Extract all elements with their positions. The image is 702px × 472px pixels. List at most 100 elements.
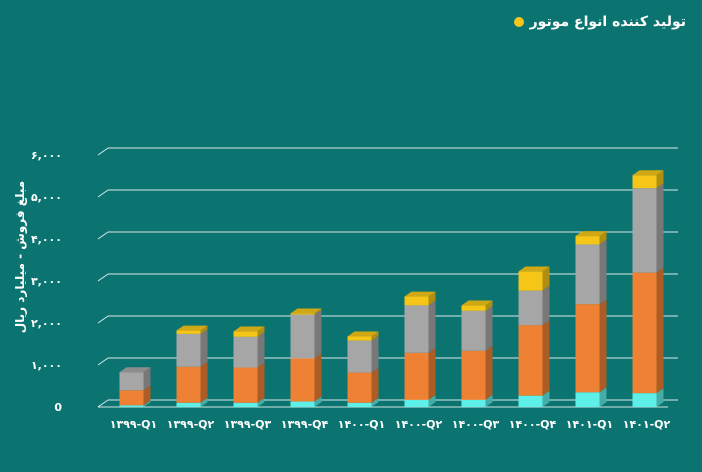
bar-segment-series-2 (461, 350, 486, 400)
bar-segment-side (371, 397, 379, 407)
bar-segment-side (200, 397, 208, 407)
y-tick-label: ۳,۰۰۰ (31, 275, 62, 288)
bar-segment-series-3 (290, 314, 315, 359)
bar-segment-series-3 (176, 333, 201, 367)
gridline-diagonal (97, 147, 109, 156)
x-tick-label: ۱۴۰۱-Q۱ (566, 418, 614, 431)
bar-segment-series-3 (518, 290, 543, 326)
bar-segment-side (143, 367, 151, 391)
bar-segment-side (485, 394, 493, 407)
bar-segment-series-4 (632, 175, 657, 189)
bar-segment-side (656, 267, 664, 394)
bar-segment-series-1 (404, 399, 429, 407)
bar-segment-series-4 (347, 336, 372, 341)
bar-segment-side (599, 387, 607, 407)
bar-segment-side (314, 353, 322, 402)
gridline-diagonal (97, 273, 109, 282)
bar-segment-series-3 (233, 336, 258, 368)
x-tick-label: ۱۳۹۹-Q۳ (224, 418, 272, 431)
bar-segment-series-1 (632, 393, 657, 407)
bar-segment-series-4 (233, 331, 258, 337)
bar-segment-series-3 (404, 305, 429, 353)
bar-segment-side (428, 291, 436, 306)
x-tick-label: ۱۴۰۰-Q۲ (395, 418, 443, 431)
bar-segment-side (257, 326, 265, 337)
bar-segment-side (257, 331, 265, 368)
bar-segment-series-2 (176, 366, 201, 403)
bar-segment-side (542, 285, 550, 326)
bar-segment-series-3 (461, 310, 486, 351)
bar-top-face (347, 331, 379, 337)
x-tick-label: ۱۳۹۹-Q۲ (167, 418, 215, 431)
bar-top-face (233, 326, 265, 332)
bar-segment-side (485, 305, 493, 351)
bar-segment-side (257, 362, 265, 403)
bar-segment-side (599, 239, 607, 305)
bar-segment-series-1 (575, 392, 600, 407)
bar-segment-series-3 (575, 244, 600, 305)
bar-segment-side (371, 331, 379, 341)
bar-segment-side (542, 320, 550, 396)
bar-segment-side (656, 183, 664, 273)
bar-segment-series-2 (290, 358, 315, 402)
bar-segment-side (599, 299, 607, 393)
x-tick-label: ۱۴۰۰-Q۱ (338, 418, 386, 431)
bar-segment-side (485, 345, 493, 400)
chart-title-area: تولید کننده انواع موتور (513, 14, 686, 30)
bar-top-face (404, 291, 436, 297)
bar-segment-side (428, 394, 436, 407)
bar-segment-series-2 (233, 367, 258, 403)
bar-segment-series-2 (347, 372, 372, 403)
bar-top-face (290, 308, 322, 314)
bar-segment-series-1 (347, 402, 372, 407)
gridline-diagonal (97, 399, 109, 408)
y-tick-label: ۵,۰۰۰ (31, 191, 62, 204)
bar-segment-series-2 (575, 304, 600, 393)
bar-segment-side (371, 335, 379, 373)
bar-segment-series-1 (119, 405, 144, 407)
bar-segment-side (143, 385, 151, 406)
bar-segment-series-1 (290, 401, 315, 407)
bar-segment-side (314, 396, 322, 407)
bar-top-face (176, 325, 208, 331)
x-tick-label: ۱۴۰۰-Q۳ (452, 418, 500, 431)
bar-segment-series-4 (290, 313, 315, 315)
bar-segment-side (542, 390, 550, 407)
bar-segment-side (200, 325, 208, 334)
bar-segment-series-3 (119, 372, 144, 391)
bar-segment-side (200, 329, 208, 367)
chart-title: تولید کننده انواع موتور (529, 14, 686, 30)
bar-segment-series-1 (233, 402, 258, 407)
x-tick-label: ۱۳۹۹-Q۴ (281, 418, 329, 431)
bar-segment-series-4 (461, 305, 486, 311)
bar-segment-side (542, 266, 550, 291)
y-tick-label: ۲,۰۰۰ (31, 317, 62, 330)
bar-segment-series-3 (347, 340, 372, 373)
bar-segment-side (314, 308, 322, 315)
bar-segment-side (371, 367, 379, 403)
bar-segment-series-4 (575, 236, 600, 245)
y-tick-label: 0 (54, 401, 62, 414)
bar-top-face (119, 367, 151, 373)
bar-top-face (632, 170, 664, 176)
bar-segment-side (314, 309, 322, 359)
bar-segment-side (200, 361, 208, 403)
y-tick-label: ۶,۰۰۰ (31, 149, 62, 162)
x-tick-label: ۱۴۰۱-Q۲ (623, 418, 671, 431)
bar-segment-series-2 (404, 352, 429, 400)
bar-segment-series-1 (176, 402, 201, 407)
gridline-diagonal (97, 357, 109, 366)
gridline-diagonal (97, 315, 109, 324)
bar-top-face (518, 266, 550, 272)
bar-segment-side (485, 300, 493, 311)
x-tick-label: ۱۳۹۹-Q۱ (110, 418, 158, 431)
bar-segment-series-1 (518, 395, 543, 407)
gridline-diagonal (97, 231, 109, 240)
x-tick-label: ۱۴۰۰-Q۴ (509, 418, 557, 431)
bar-segment-series-1 (461, 399, 486, 407)
bar-segment-series-4 (176, 330, 201, 334)
bar-top-face (461, 300, 493, 306)
bar-segment-side (428, 300, 436, 353)
bar-segment-side (428, 347, 436, 400)
